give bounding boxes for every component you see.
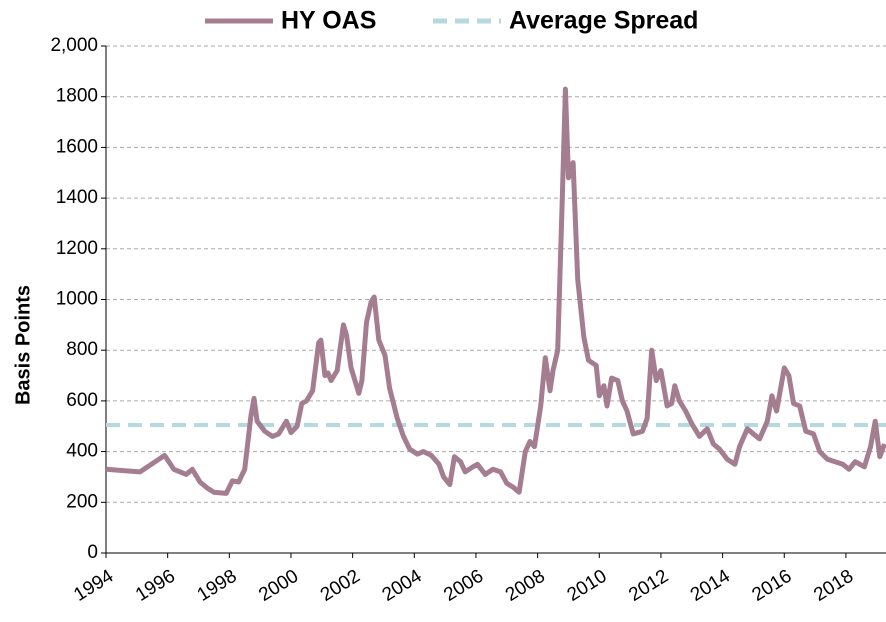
y-tick-label: 400 xyxy=(66,441,98,462)
y-tick-label: 1800 xyxy=(56,86,98,107)
x-tick-label: 2010 xyxy=(564,566,611,606)
y-tick-label: 1000 xyxy=(56,289,98,310)
x-tick-label: 2018 xyxy=(810,566,857,606)
series-line xyxy=(106,86,886,496)
x-tick-label: 2014 xyxy=(687,565,734,605)
y-tick-label: 800 xyxy=(66,339,98,360)
x-tick-label: 2006 xyxy=(440,566,487,606)
x-tick-label: 1998 xyxy=(194,566,241,606)
y-axis-label: Basis Points xyxy=(12,285,34,405)
x-tick-label: 1994 xyxy=(70,565,117,605)
x-tick-label: 2002 xyxy=(317,566,364,606)
y-tick-label: 1400 xyxy=(56,187,98,208)
y-tick-label: 600 xyxy=(66,390,98,411)
y-tick-label: 1200 xyxy=(56,238,98,259)
y-tick-label: 200 xyxy=(66,491,98,512)
x-tick-label: 2008 xyxy=(502,566,549,606)
x-tick-label: 2000 xyxy=(255,566,302,606)
y-tick-label: 2,000 xyxy=(50,35,98,56)
y-tick-label: 1600 xyxy=(56,136,98,157)
x-tick-label: 2012 xyxy=(625,566,672,606)
x-tick-label: 1996 xyxy=(132,566,179,606)
legend-label: Average Spread xyxy=(509,7,698,35)
y-tick-label: 0 xyxy=(87,542,98,563)
x-tick-label: 2004 xyxy=(379,565,426,605)
x-tick-label: 2016 xyxy=(749,566,796,606)
legend-label: HY OAS xyxy=(281,7,376,35)
